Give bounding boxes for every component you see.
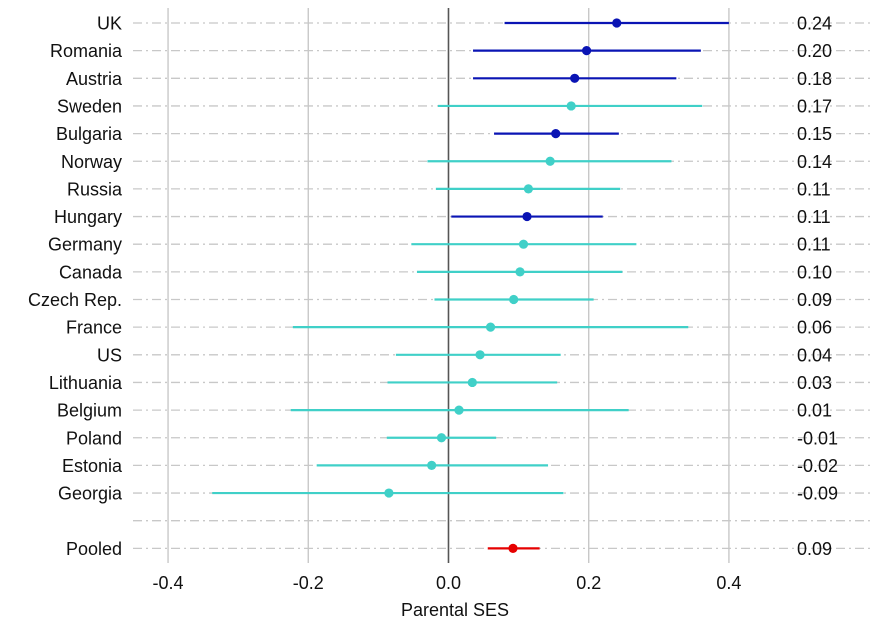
estimate-value-label: 0.11 bbox=[797, 207, 831, 227]
point-estimate bbox=[522, 211, 532, 222]
country-label: Romania bbox=[50, 41, 123, 61]
estimate-value-label: 0.18 bbox=[797, 69, 832, 89]
x-tick-label: 0.0 bbox=[436, 573, 461, 593]
point-estimate bbox=[612, 18, 622, 28]
country-label: Belgium bbox=[57, 401, 122, 421]
point-estimate bbox=[566, 101, 576, 111]
country-label: Canada bbox=[59, 262, 123, 282]
point-estimate bbox=[508, 543, 518, 553]
country-label: Czech Rep. bbox=[28, 290, 122, 310]
point-estimate bbox=[515, 267, 525, 277]
point-estimate bbox=[518, 239, 529, 249]
estimate-value-label: 0.17 bbox=[797, 96, 832, 116]
estimate-value-label: 0.24 bbox=[797, 14, 832, 34]
x-tick-label: -0.2 bbox=[293, 573, 324, 593]
estimate-value-label: -0.09 bbox=[797, 484, 838, 504]
rows-layer: UK 0.24 Romania 0.20 Austria 0.18 Sweden 0.17 Bu… bbox=[28, 14, 838, 559]
country-label: Austria bbox=[66, 69, 123, 89]
country-label: Norway bbox=[61, 152, 122, 172]
point-estimate bbox=[475, 350, 485, 360]
country-label: Germany bbox=[48, 235, 122, 255]
point-estimate bbox=[545, 156, 555, 166]
estimate-value-label: -0.01 bbox=[797, 428, 838, 448]
x-axis-title: Parental SES bbox=[401, 600, 509, 620]
estimate-value-label: 0.15 bbox=[797, 124, 832, 144]
country-label: Lithuania bbox=[49, 373, 123, 393]
country-label: Sweden bbox=[57, 96, 122, 116]
estimate-value-label: 0.11 bbox=[797, 235, 831, 255]
country-label: Bulgaria bbox=[56, 124, 123, 144]
estimate-value-label: 0.01 bbox=[797, 401, 832, 421]
x-tick-label: -0.4 bbox=[153, 573, 184, 593]
estimate-value-label: 0.09 bbox=[797, 539, 832, 559]
point-estimate bbox=[570, 73, 580, 83]
country-label: Estonia bbox=[62, 456, 123, 476]
country-label: Georgia bbox=[58, 484, 123, 504]
country-label: Poland bbox=[66, 428, 122, 448]
point-estimate bbox=[582, 46, 592, 56]
estimate-value-label: 0.11 bbox=[797, 179, 831, 199]
x-tick-label: 0.4 bbox=[716, 573, 741, 593]
estimate-value-label: 0.14 bbox=[797, 152, 832, 172]
point-estimate bbox=[523, 184, 534, 194]
country-label: Russia bbox=[67, 179, 123, 199]
estimate-value-label: 0.03 bbox=[797, 373, 832, 393]
country-label: Hungary bbox=[54, 207, 122, 227]
country-label: France bbox=[66, 318, 122, 338]
point-estimate bbox=[427, 460, 437, 470]
estimate-value-label: 0.20 bbox=[797, 41, 832, 61]
point-estimate bbox=[436, 433, 447, 443]
point-estimate bbox=[454, 405, 464, 415]
country-label: Pooled bbox=[66, 539, 122, 559]
estimate-value-label: -0.02 bbox=[797, 456, 838, 476]
x-axis: Parental SES -0.4 -0.2 0.0 0.2 0.4 bbox=[153, 573, 742, 620]
estimate-value-label: 0.06 bbox=[797, 318, 832, 338]
estimate-value-label: 0.04 bbox=[797, 345, 832, 365]
grid-layer bbox=[133, 8, 873, 563]
point-estimate bbox=[485, 322, 496, 332]
country-label: UK bbox=[97, 14, 122, 34]
estimate-value-label: 0.09 bbox=[797, 290, 832, 310]
point-estimate bbox=[509, 294, 519, 305]
country-label: US bbox=[97, 345, 122, 365]
point-estimate bbox=[384, 488, 394, 498]
x-tick-label: 0.2 bbox=[576, 573, 601, 593]
point-estimate bbox=[467, 377, 477, 388]
point-estimate bbox=[551, 129, 561, 139]
estimate-value-label: 0.10 bbox=[797, 262, 832, 282]
